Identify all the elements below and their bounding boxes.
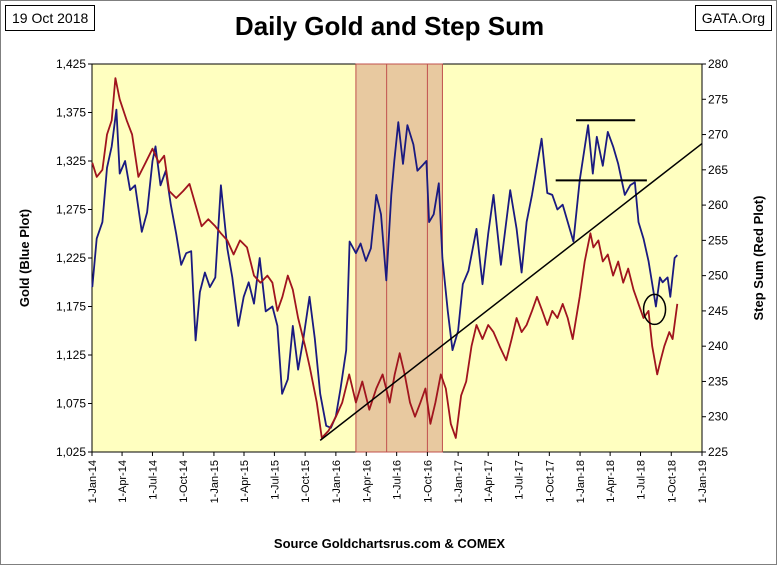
series-group [91,77,679,439]
x-tick-label: 1-Apr-18 [605,460,617,503]
x-tick-label: 1-Apr-16 [361,460,373,503]
y2-tick-label: 240 [708,339,728,353]
x-tick-label: 1-Jul-18 [636,460,648,500]
gold-series-line [91,108,678,429]
x-tick-label: 1-Jul-14 [147,460,159,500]
chart-title: Daily Gold and Step Sum [234,11,545,41]
x-tick-label: 1-Apr-15 [239,460,251,503]
y2-tick-label: 250 [708,269,728,283]
x-tick-label: 1-Jan-19 [697,460,709,503]
y2-tick-label: 270 [708,128,728,142]
y2-tick-label: 265 [708,163,728,177]
y-tick-label: 1,125 [56,348,86,362]
y2-tick-label: 245 [708,304,728,318]
x-tick-label: 1-Oct-16 [422,460,434,503]
y2-tick-label: 275 [708,92,728,106]
axes-group: 1,025 1,075 1,125 1,175 1,225 1,275 1,325 1,375… [56,57,728,503]
y-tick-label: 1,025 [56,445,86,459]
x-tick-label: 1-Jan-15 [209,460,221,503]
y2-tick-label: 235 [708,374,728,388]
highlight-circle [642,293,667,326]
source-label: GATA.Org [694,5,772,31]
x-tick-label: 1-Apr-14 [117,460,129,503]
y2-tick-label: 230 [708,410,728,424]
x-tick-label: 1-Jul-16 [392,460,404,500]
x-tick-label: 1-Jan-14 [87,460,99,503]
annotations-group [319,119,703,441]
x-tick-label: 1-Oct-14 [178,460,190,503]
x-tick-label: 1-Oct-18 [666,460,678,503]
y-tick-label: 1,225 [56,251,86,265]
x-tick-label: 1-Jul-17 [514,460,526,500]
y2-tick-label: 260 [708,198,728,212]
footer-source: Source Goldchartsrus.com & COMEX [273,536,506,551]
trend-line [319,142,703,441]
step-sum-series-line [91,77,679,439]
x-tick-label: 1-Jan-16 [331,460,343,503]
y2-tick-label: 255 [708,233,728,247]
x-tick-label: 1-Oct-15 [300,460,312,503]
y-tick-label: 1,075 [56,397,86,411]
y-tick-label: 1,425 [56,57,86,71]
date-label: 19 Oct 2018 [5,5,96,31]
x-tick-label: 1-Jan-17 [453,460,465,503]
x-tick-label: 1-Jul-15 [269,460,281,500]
x-tick-label: 1-Jan-18 [575,460,587,503]
y-tick-label: 1,325 [56,154,86,168]
y-tick-label: 1,275 [56,203,86,217]
y-tick-label: 1,175 [56,300,86,314]
y2-tick-label: 280 [708,57,728,71]
x-tick-label: 1-Oct-17 [544,460,556,503]
y-axis-label: Gold (Blue Plot) [17,209,32,307]
x-tick-label: 1-Apr-17 [483,460,495,503]
y-tick-label: 1,375 [56,106,86,120]
y2-axis-label: Step Sum (Red Plot) [751,196,766,321]
y2-tick-label: 225 [708,445,728,459]
